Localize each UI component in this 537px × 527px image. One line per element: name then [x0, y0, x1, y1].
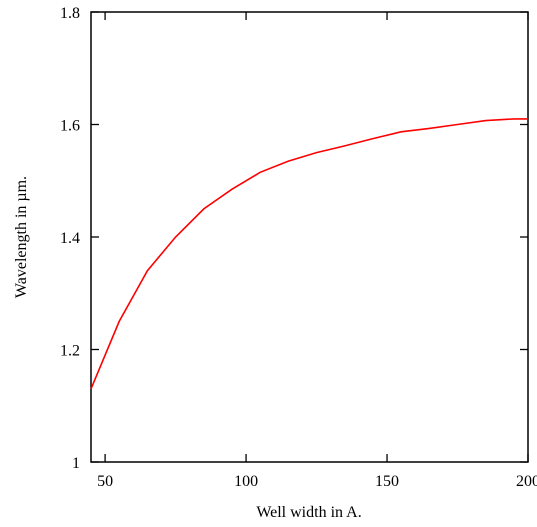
x-tick-label: 200 [516, 473, 537, 490]
plot-frame [90, 11, 529, 463]
y-tick-label: 1 [72, 455, 80, 472]
y-tick-label: 1.6 [60, 118, 80, 135]
x-tick-label: 100 [234, 473, 258, 490]
y-axis-title: Wavelength in µm. [13, 176, 30, 298]
y-tick-label: 1.8 [60, 5, 80, 22]
x-tick-label: 50 [97, 473, 113, 490]
tick-labels: 50 100 150 200 1 1.2 1.4 1.6 1.8 [60, 5, 537, 490]
series-line [90, 118, 528, 390]
x-tick-label: 150 [375, 473, 399, 490]
y-tick-label: 1.4 [60, 230, 80, 247]
y-tick-label: 1.2 [60, 343, 80, 360]
x-axis-title: Well width in A. [256, 504, 361, 521]
axis-ticks [91, 11, 529, 463]
